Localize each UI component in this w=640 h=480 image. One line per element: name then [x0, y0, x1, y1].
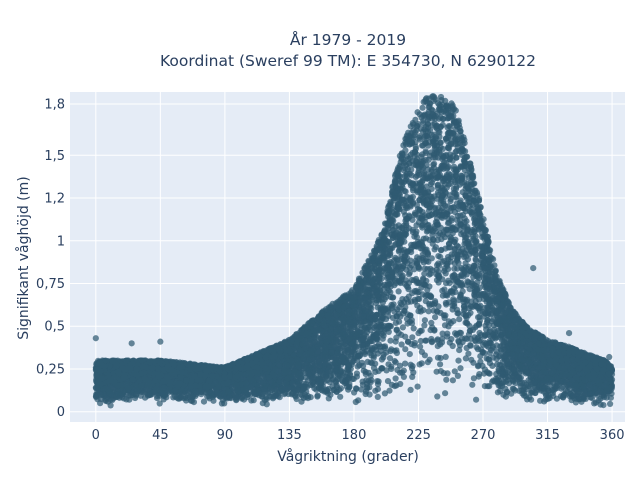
scatter-point — [412, 129, 419, 136]
scatter-point — [421, 322, 428, 329]
scatter-point — [465, 350, 472, 357]
scatter-point — [444, 220, 452, 227]
scatter-point — [386, 355, 394, 362]
scatter-point — [456, 342, 464, 349]
chart-title-line2: Koordinat (Sweref 99 TM): E 354730, N 62… — [160, 52, 536, 70]
scatter-point — [388, 381, 395, 388]
scatter-point — [477, 358, 484, 365]
scatter-point — [414, 383, 421, 390]
scatter-point — [476, 313, 483, 320]
scatter-point — [473, 396, 480, 403]
scatter-point — [425, 308, 432, 315]
scatter-points — [92, 93, 616, 409]
scatter-point — [392, 375, 399, 382]
scatter-point — [386, 201, 393, 208]
scatter-point — [435, 253, 442, 260]
scatter-point — [387, 337, 394, 344]
scatter-point — [511, 387, 519, 394]
scatter-point — [472, 337, 479, 344]
scatter-point — [607, 400, 614, 407]
scatter-point — [449, 377, 456, 384]
scatter-point — [434, 393, 441, 400]
scatter-point — [419, 104, 426, 111]
scatter-point — [421, 317, 428, 324]
scatter-point — [469, 381, 476, 388]
scatter-point — [462, 355, 469, 362]
scatter-point — [447, 198, 454, 205]
scatter-point — [456, 316, 463, 323]
scatter-point — [443, 301, 450, 308]
scatter-point — [314, 392, 321, 399]
scatter-point — [441, 286, 448, 293]
scatter-point — [410, 325, 417, 332]
scatter-point — [390, 294, 397, 301]
chart-title-line1: År 1979 - 2019 — [290, 30, 406, 49]
scatter-point — [362, 390, 369, 398]
scatter-point — [437, 361, 444, 368]
scatter-point — [392, 359, 399, 366]
scatter-point — [456, 347, 463, 354]
scatter-point — [381, 390, 388, 397]
scatter-point — [407, 361, 414, 368]
scatter-point — [459, 288, 466, 295]
scatter-point — [432, 244, 439, 251]
scatter-point — [409, 334, 416, 341]
scatter-point — [250, 397, 257, 404]
scatter-point — [358, 386, 365, 393]
scatter-point — [399, 324, 406, 331]
scatter-point — [388, 363, 395, 370]
scatter-point — [402, 360, 409, 367]
scatter-point — [417, 327, 424, 335]
scatter-point — [421, 270, 428, 277]
scatter-point — [352, 398, 359, 406]
